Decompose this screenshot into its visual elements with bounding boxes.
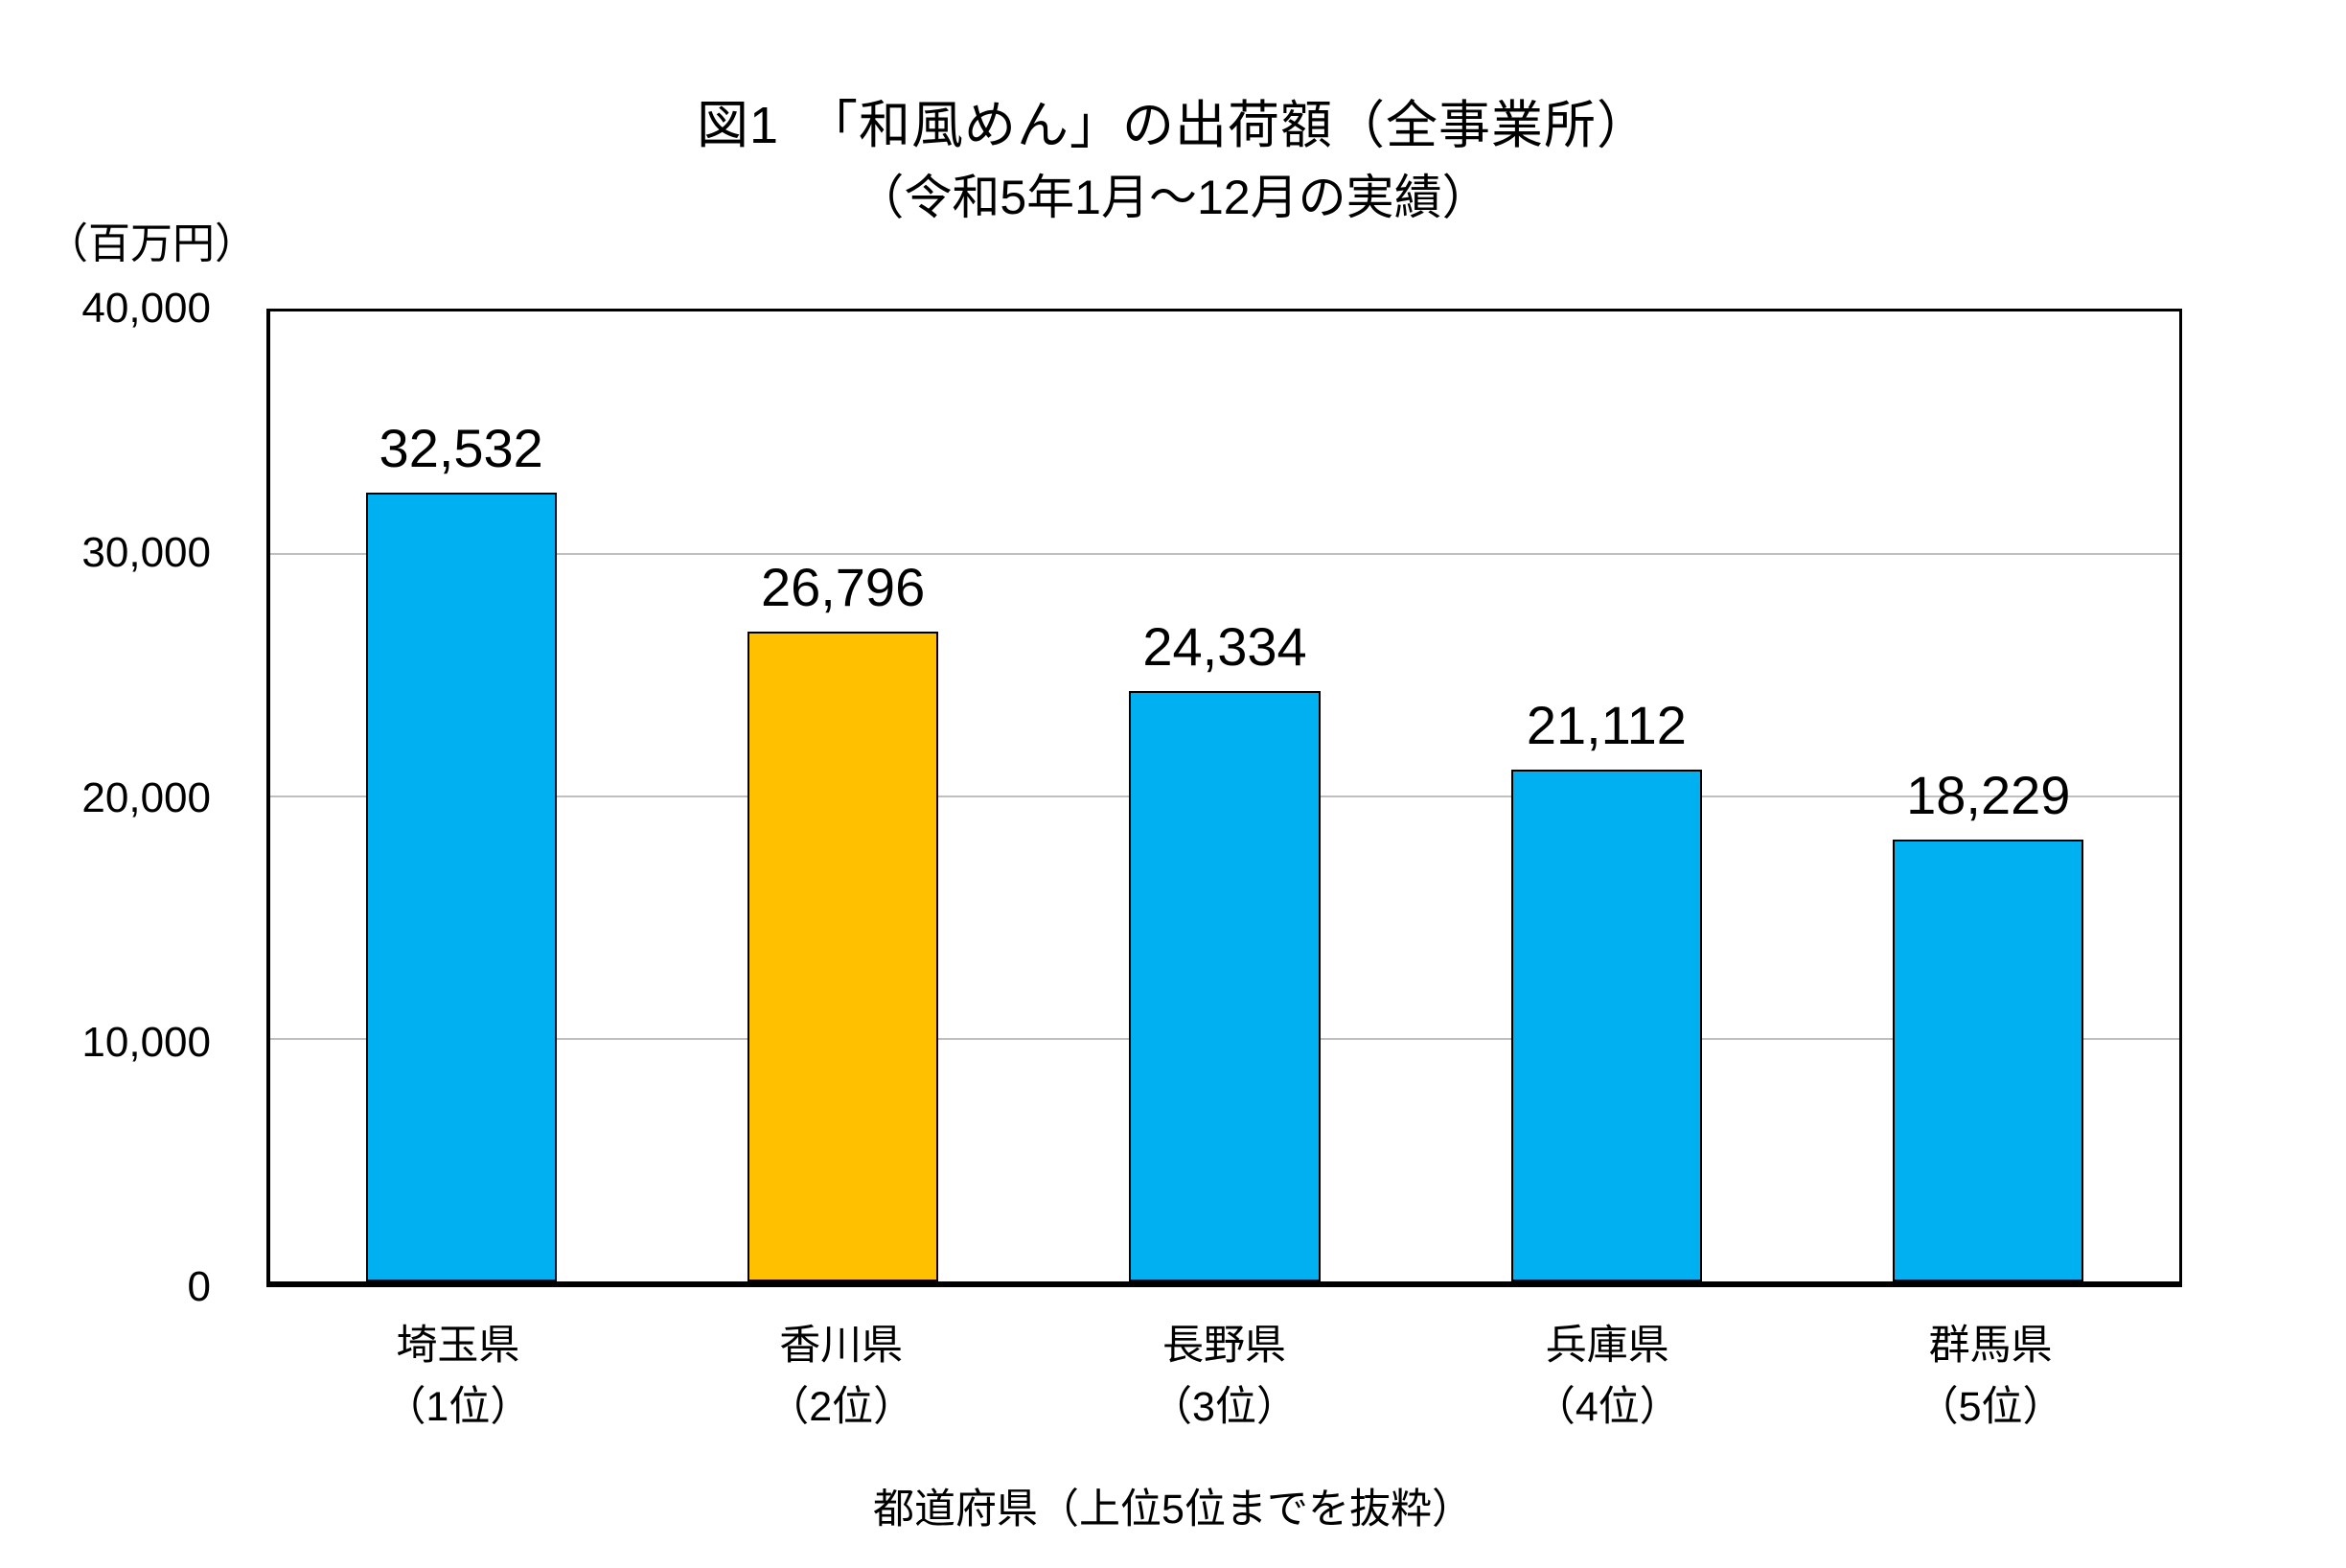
plot-area: 32,532 26,796 24,334 21,112 18,229: [266, 309, 2182, 1287]
x-axis-title: 都道府県（上位5位までを抜粋）: [873, 1487, 1473, 1533]
category-name: 埼玉県: [396, 1323, 520, 1369]
category-label-hyogo: 兵庫県 （4位）: [1415, 1315, 1799, 1438]
y-axis-tick-label: 20,000: [81, 774, 211, 821]
bar-kagawa: [748, 632, 939, 1281]
category-rank: （5位）: [1917, 1384, 2064, 1430]
bar-value-label: 32,532: [379, 417, 543, 478]
y-axis-tick-label: 30,000: [81, 529, 211, 576]
category-label-saitama: 埼玉県 （1位）: [266, 1315, 650, 1438]
bar-value-label: 26,796: [760, 557, 926, 618]
bar-gunma: [1893, 839, 2084, 1281]
bar-value-label: 21,112: [1526, 694, 1687, 755]
gridline-30000: [270, 553, 2179, 555]
chart-title: 図1 「和風めん」の出荷額（全事業所）: [696, 97, 1650, 154]
y-axis-tick-label: 40,000: [81, 285, 211, 332]
category-rank: （2位）: [768, 1384, 915, 1430]
category-rank: （3位）: [1151, 1384, 1298, 1430]
chart-subtitle: （令和5年1月～12月の実績）: [856, 171, 1490, 224]
x-axis-category-labels: 埼玉県 （1位） 香川県 （2位） 長野県 （3位） 兵庫県 （4位） 群馬県 …: [266, 1315, 2182, 1438]
category-name: 兵庫県: [1545, 1323, 1669, 1369]
bar-value-label: 18,229: [1906, 764, 2071, 825]
y-axis-unit-label: （百万円）: [46, 220, 257, 267]
bar-value-label: 24,334: [1142, 616, 1307, 678]
category-label-nagano: 長野県 （3位）: [1033, 1315, 1416, 1438]
category-rank: （1位）: [384, 1384, 532, 1430]
bar-saitama: [365, 492, 557, 1281]
y-axis-tick-label: 0: [187, 1263, 211, 1310]
category-label-gunma: 群馬県 （5位）: [1799, 1315, 2182, 1438]
bar-nagano: [1129, 691, 1321, 1281]
y-axis-tick-label: 10,000: [81, 1019, 211, 1066]
category-name: 香川県: [779, 1323, 904, 1369]
bar-hyogo: [1510, 769, 1702, 1281]
category-name: 長野県: [1162, 1323, 1286, 1369]
category-name: 群馬県: [1928, 1323, 2053, 1369]
category-rank: （4位）: [1533, 1384, 1681, 1430]
category-label-kagawa: 香川県 （2位）: [650, 1315, 1033, 1438]
